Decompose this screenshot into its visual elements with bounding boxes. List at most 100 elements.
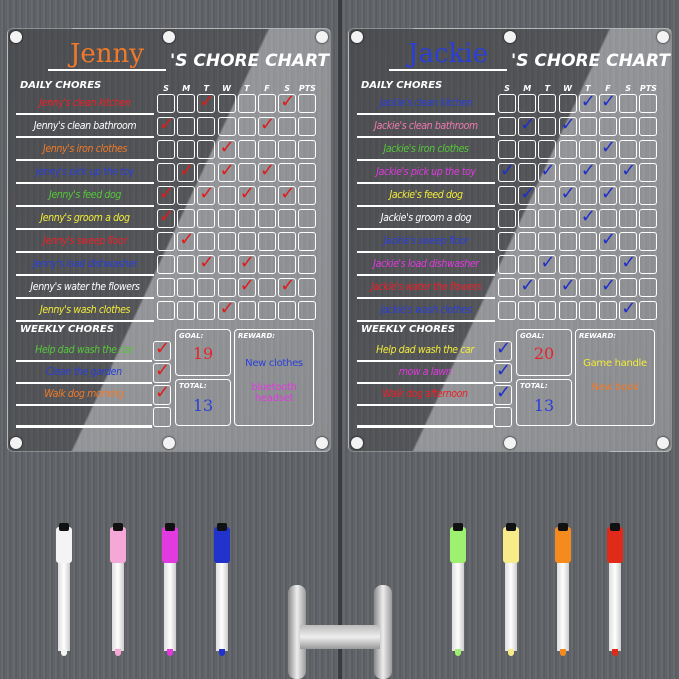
chore-checkbox[interactable]: ✓ [197, 254, 216, 274]
chore-checkbox[interactable] [278, 255, 297, 274]
chore-checkbox[interactable]: ✓ [177, 162, 196, 182]
reward-text[interactable]: New book [591, 382, 639, 393]
chore-checkbox[interactable] [639, 278, 658, 297]
chore-checkbox[interactable] [578, 232, 597, 251]
chore-checkbox[interactable] [298, 186, 317, 205]
chore-checkbox[interactable] [278, 301, 297, 320]
chore-checkbox[interactable]: ✓ [237, 254, 256, 274]
dry-erase-marker[interactable] [503, 523, 519, 657]
goal-value[interactable]: 20 [533, 344, 555, 363]
chore-checkbox[interactable] [177, 94, 196, 113]
chore-checkbox[interactable] [639, 301, 658, 320]
daily-chore-label[interactable]: Jackie's water the flowers [357, 277, 495, 299]
chore-checkbox[interactable] [498, 301, 516, 320]
chore-checkbox[interactable]: ✓ [538, 254, 557, 274]
chore-checkbox[interactable] [599, 301, 617, 320]
chore-checkbox[interactable] [258, 186, 276, 205]
daily-chore-label[interactable]: Jackie's groom a dog [357, 208, 495, 230]
chore-checkbox[interactable] [619, 186, 638, 205]
chore-checkbox[interactable]: ✓ [278, 277, 297, 297]
chore-checkbox[interactable]: ✓ [197, 185, 216, 205]
chore-checkbox[interactable] [197, 140, 216, 159]
goal-value[interactable]: 19 [192, 344, 214, 363]
weekly-checkbox[interactable]: ✓ [494, 340, 512, 361]
chore-checkbox[interactable] [578, 117, 597, 136]
chore-checkbox[interactable] [518, 232, 537, 251]
chore-checkbox[interactable] [639, 140, 658, 159]
chore-checkbox[interactable] [217, 232, 236, 251]
chore-checkbox[interactable] [599, 209, 617, 228]
chore-checkbox[interactable] [518, 255, 537, 274]
chore-checkbox[interactable] [498, 94, 516, 113]
weekly-chore-label[interactable] [357, 406, 493, 428]
chore-checkbox[interactable] [619, 232, 638, 251]
chore-checkbox[interactable] [237, 301, 256, 320]
child-name[interactable]: Jackie [389, 39, 507, 71]
chore-checkbox[interactable]: ✓ [278, 93, 297, 113]
chore-checkbox[interactable] [217, 278, 236, 297]
chore-checkbox[interactable] [639, 94, 658, 113]
daily-chore-label[interactable]: Jenny's water the flowers [16, 277, 154, 299]
chore-checkbox[interactable] [237, 140, 256, 159]
dry-erase-marker[interactable] [450, 523, 466, 657]
chore-checkbox[interactable] [157, 232, 175, 251]
chore-checkbox[interactable] [258, 255, 276, 274]
chore-checkbox[interactable] [217, 209, 236, 228]
chore-checkbox[interactable]: ✓ [578, 93, 597, 113]
chore-checkbox[interactable] [578, 186, 597, 205]
total-value[interactable]: 13 [533, 396, 555, 415]
chore-checkbox[interactable] [157, 94, 175, 113]
daily-chore-label[interactable]: Jackie's sweep floor [357, 231, 495, 253]
chore-checkbox[interactable] [558, 209, 577, 228]
chore-checkbox[interactable] [197, 301, 216, 320]
dry-erase-marker[interactable] [214, 523, 230, 657]
weekly-chore-label[interactable]: Help dad wash the car [357, 340, 493, 362]
chore-checkbox[interactable] [177, 301, 196, 320]
daily-chore-label[interactable]: Jenny's iron clothes [16, 139, 154, 161]
dry-erase-marker[interactable] [56, 523, 72, 657]
chore-checkbox[interactable]: ✓ [217, 139, 236, 159]
chore-checkbox[interactable] [197, 117, 216, 136]
chore-checkbox[interactable] [237, 232, 256, 251]
chore-checkbox[interactable] [197, 278, 216, 297]
dry-erase-marker[interactable] [110, 523, 126, 657]
chore-checkbox[interactable] [578, 140, 597, 159]
chore-checkbox[interactable]: ✓ [217, 162, 236, 182]
dry-erase-marker[interactable] [555, 523, 571, 657]
chore-checkbox[interactable]: ✓ [157, 208, 175, 228]
weekly-chore-label[interactable]: Walk dog afternoon [357, 384, 493, 406]
chore-checkbox[interactable] [498, 140, 516, 159]
chore-checkbox[interactable] [538, 140, 557, 159]
chore-checkbox[interactable] [619, 140, 638, 159]
chore-checkbox[interactable] [177, 278, 196, 297]
reward-text[interactable]: New clothes [245, 358, 303, 369]
chore-checkbox[interactable] [538, 209, 557, 228]
chore-checkbox[interactable]: ✓ [217, 300, 236, 320]
chore-checkbox[interactable] [558, 232, 577, 251]
daily-chore-label[interactable]: Jackie's pick up the toy [357, 162, 495, 184]
chore-checkbox[interactable] [157, 278, 175, 297]
chore-checkbox[interactable]: ✓ [518, 277, 537, 297]
chore-checkbox[interactable] [298, 301, 317, 320]
chore-checkbox[interactable]: ✓ [498, 162, 516, 182]
chore-checkbox[interactable] [498, 232, 516, 251]
chore-checkbox[interactable] [258, 232, 276, 251]
chore-checkbox[interactable] [258, 278, 276, 297]
chore-checkbox[interactable] [298, 117, 317, 136]
chore-checkbox[interactable] [217, 117, 236, 136]
chore-checkbox[interactable]: ✓ [258, 116, 276, 136]
weekly-checkbox[interactable]: ✓ [494, 362, 512, 383]
chore-checkbox[interactable]: ✓ [578, 208, 597, 228]
chore-checkbox[interactable] [538, 232, 557, 251]
chore-checkbox[interactable] [578, 301, 597, 320]
reward-text[interactable]: bluetooth headset [251, 382, 297, 404]
weekly-chore-label[interactable]: Walk dog morning [16, 384, 152, 406]
chore-checkbox[interactable]: ✓ [197, 93, 216, 113]
chore-checkbox[interactable] [217, 94, 236, 113]
chore-checkbox[interactable] [177, 209, 196, 228]
chore-checkbox[interactable] [177, 255, 196, 274]
chore-checkbox[interactable] [518, 163, 537, 182]
chore-checkbox[interactable] [619, 117, 638, 136]
daily-chore-label[interactable]: Jenny's load dishwasher [16, 254, 154, 276]
chore-checkbox[interactable] [258, 301, 276, 320]
